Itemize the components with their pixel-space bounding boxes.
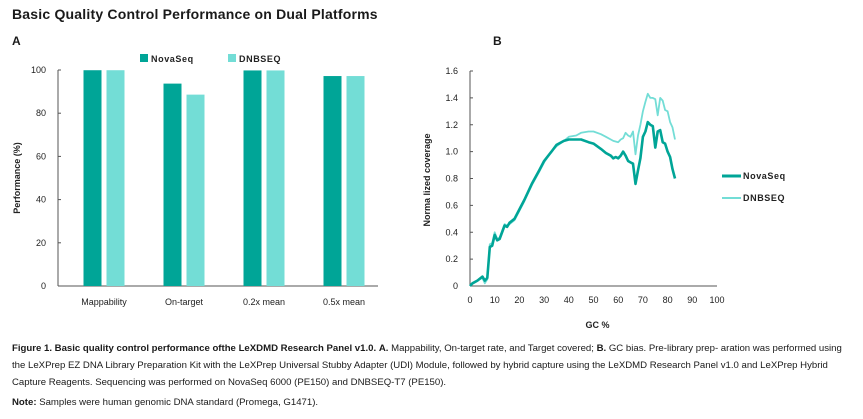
bar-dnbseq-3 — [346, 76, 365, 286]
x-tick-label: 50 — [588, 295, 598, 305]
y-tick-label: 0 — [41, 281, 46, 291]
y-tick-label: 20 — [36, 238, 46, 248]
x-tick-label: 40 — [564, 295, 574, 305]
y-tick-label: 40 — [36, 195, 46, 205]
line-series-novaseq — [469, 120, 677, 287]
x-tick-label: 70 — [638, 295, 648, 305]
caption-lead: Figure 1. Basic quality control performa… — [12, 343, 377, 354]
x-tick-label: 20 — [514, 295, 524, 305]
x-tick-label: 30 — [539, 295, 549, 305]
y-tick-label: 1.2 — [445, 120, 458, 130]
y-tick-label: 0.2 — [445, 254, 458, 264]
legend-swatch-dnbseq — [228, 54, 236, 62]
y-tick-label: 1.6 — [445, 66, 458, 76]
bar-dnbseq-0 — [106, 70, 125, 286]
caption-b-label: B. — [596, 343, 607, 354]
figure-caption: Figure 1. Basic quality control performa… — [12, 340, 852, 391]
y-tick-label: 1.0 — [445, 147, 458, 157]
y-tick-label: 80 — [36, 108, 46, 118]
y-tick-label: 0.4 — [445, 227, 458, 237]
x-category-label: On-target — [165, 297, 204, 307]
line-chart-gc-bias: 0 0.2 0.4 0.6 0.8 1.0 1.2 1.4 1.6 0 10 20 30 40 50 60 70… — [422, 66, 786, 330]
panel-b-label: B — [493, 34, 502, 48]
x-category-label: 0.5x mean — [323, 297, 365, 307]
note-label: Note: — [12, 397, 37, 408]
y-axis-title: Norma lized coverage — [422, 133, 432, 226]
legend-label-dnbseq: DNBSEQ — [743, 193, 785, 203]
x-tick-label: 0 — [467, 295, 472, 305]
panel-a-label: A — [12, 34, 21, 48]
bar-chart-performance: 0 20 40 60 80 100 Performance (%) Mappability On… — [12, 54, 378, 307]
caption-a-label: A. — [378, 343, 389, 354]
figure-note: Note: Samples were human genomic DNA sta… — [12, 397, 318, 408]
x-category-label: 0.2x mean — [243, 297, 285, 307]
x-tick-label: 60 — [613, 295, 623, 305]
figure-title: Basic Quality Control Performance on Dua… — [12, 6, 378, 22]
legend-label-novaseq: NovaSeq — [151, 54, 194, 64]
note-text: Samples were human genomic DNA standard … — [39, 397, 319, 408]
x-axis-title: GC % — [585, 320, 609, 330]
x-category-label: Mappability — [81, 297, 127, 307]
y-tick-label: 1.4 — [445, 93, 458, 103]
y-tick-label: 60 — [36, 151, 46, 161]
bar-novaseq-2 — [243, 70, 262, 286]
x-tick-label: 90 — [687, 295, 697, 305]
x-tick-label: 10 — [490, 295, 500, 305]
y-tick-label: 0.6 — [445, 200, 458, 210]
y-tick-label: 0 — [453, 281, 458, 291]
line-series-dnbseq — [469, 92, 676, 287]
bar-dnbseq-1 — [186, 94, 205, 287]
x-tick-label: 80 — [663, 295, 673, 305]
y-tick-label: 100 — [31, 65, 46, 75]
bar-novaseq-1 — [163, 83, 182, 286]
x-tick-label: 100 — [709, 295, 724, 305]
y-tick-label: 0.8 — [445, 174, 458, 184]
bar-dnbseq-2 — [266, 70, 285, 286]
bar-novaseq-3 — [323, 76, 342, 286]
legend-label-dnbseq: DNBSEQ — [239, 54, 281, 64]
caption-b-text: GC bias. Pre-library prep- aration was p… — [12, 343, 842, 388]
bar-novaseq-0 — [83, 70, 102, 286]
y-axis-title: Performance (%) — [12, 142, 22, 214]
legend-label-novaseq: NovaSeq — [743, 171, 786, 181]
caption-a-text: Mappability, On-target rate, and Target … — [391, 343, 594, 354]
legend-swatch-novaseq — [140, 54, 148, 62]
